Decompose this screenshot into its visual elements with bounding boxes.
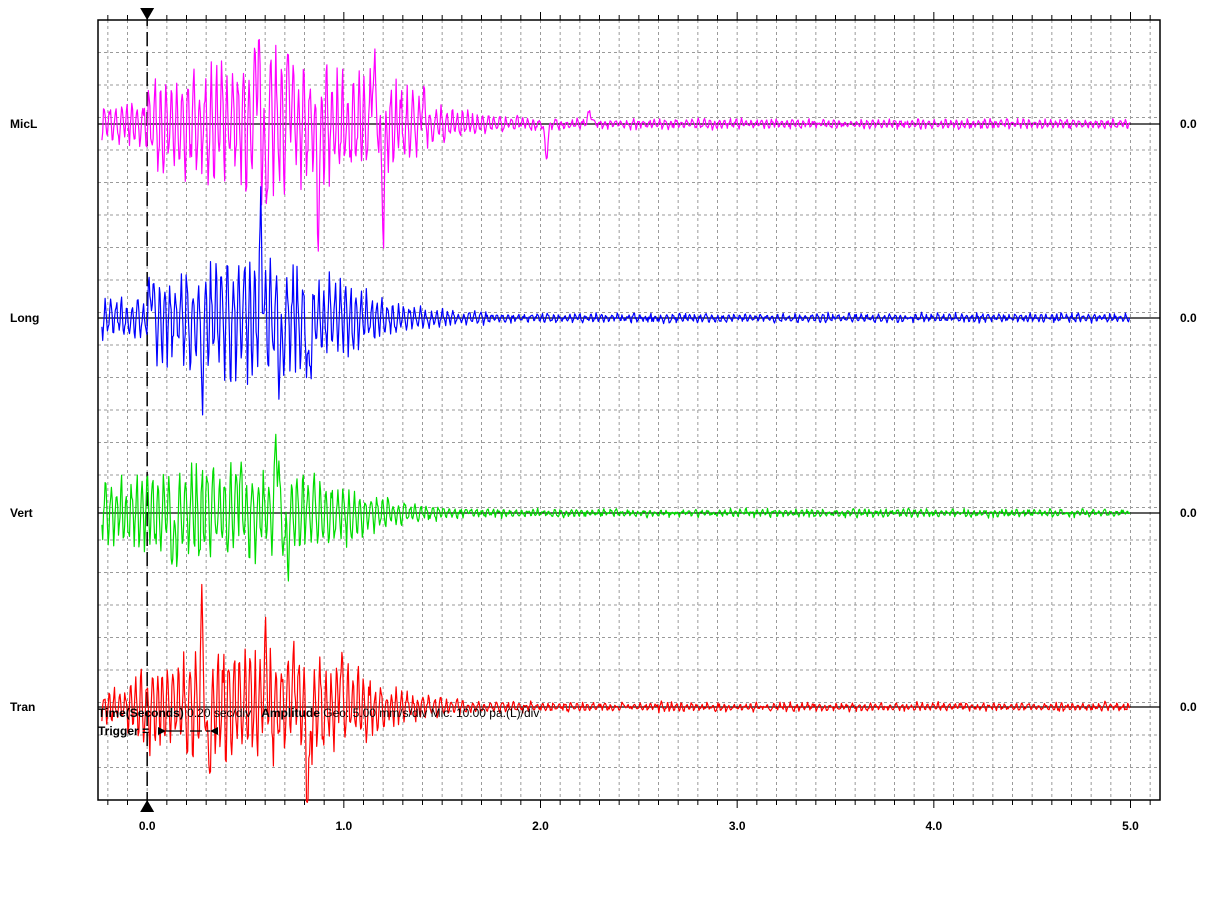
grid xyxy=(98,20,1160,800)
trigger-marker-bottom xyxy=(140,800,155,812)
footer-scale-info: Time(Seconds) 0.20 sec/div Amplitude Geo… xyxy=(98,706,539,720)
zero-label-tran: 0.0 xyxy=(1180,700,1197,714)
plot-border xyxy=(97,19,1161,801)
x-tick-label: 2.0 xyxy=(532,819,549,833)
trace-long xyxy=(101,186,1131,416)
time-label: Time(Seconds) xyxy=(98,706,184,720)
trace-tran xyxy=(101,583,1131,803)
labels: 0.0 1.0 2.0 3.0 4.0 5.0 MicL 0.0 Long 0.0 Vert 0.0 T… xyxy=(10,117,1197,833)
channel-label-micl: MicL xyxy=(10,117,37,131)
footer-trigger-info: Trigger = xyxy=(98,724,220,738)
trace-micl xyxy=(101,38,1131,252)
amplitude-label: Amplitude xyxy=(261,706,320,720)
channel-label-tran: Tran xyxy=(10,700,35,714)
trigger-label: Trigger = xyxy=(98,724,150,738)
x-tick-label: 4.0 xyxy=(925,819,942,833)
trigger-marker-top xyxy=(140,8,155,20)
channel-label-long: Long xyxy=(10,311,39,325)
traces xyxy=(101,38,1131,803)
x-tick-label: 3.0 xyxy=(729,819,746,833)
time-value: 0.20 sec/div xyxy=(187,706,252,720)
trace-vert xyxy=(101,433,1131,582)
x-tick-label: 0.0 xyxy=(139,819,156,833)
zero-label-micl: 0.0 xyxy=(1180,117,1197,131)
x-tick-label: 5.0 xyxy=(1122,819,1139,833)
x-tick-label: 1.0 xyxy=(335,819,352,833)
channel-label-vert: Vert xyxy=(10,506,33,520)
amplitude-value: Geo: 5.00 mm/s/div Mic: 10.00 pa.(L)/div xyxy=(323,706,540,720)
trigger-legend-icon xyxy=(158,727,219,735)
zero-label-long: 0.0 xyxy=(1180,311,1197,325)
zero-label-vert: 0.0 xyxy=(1180,506,1197,520)
